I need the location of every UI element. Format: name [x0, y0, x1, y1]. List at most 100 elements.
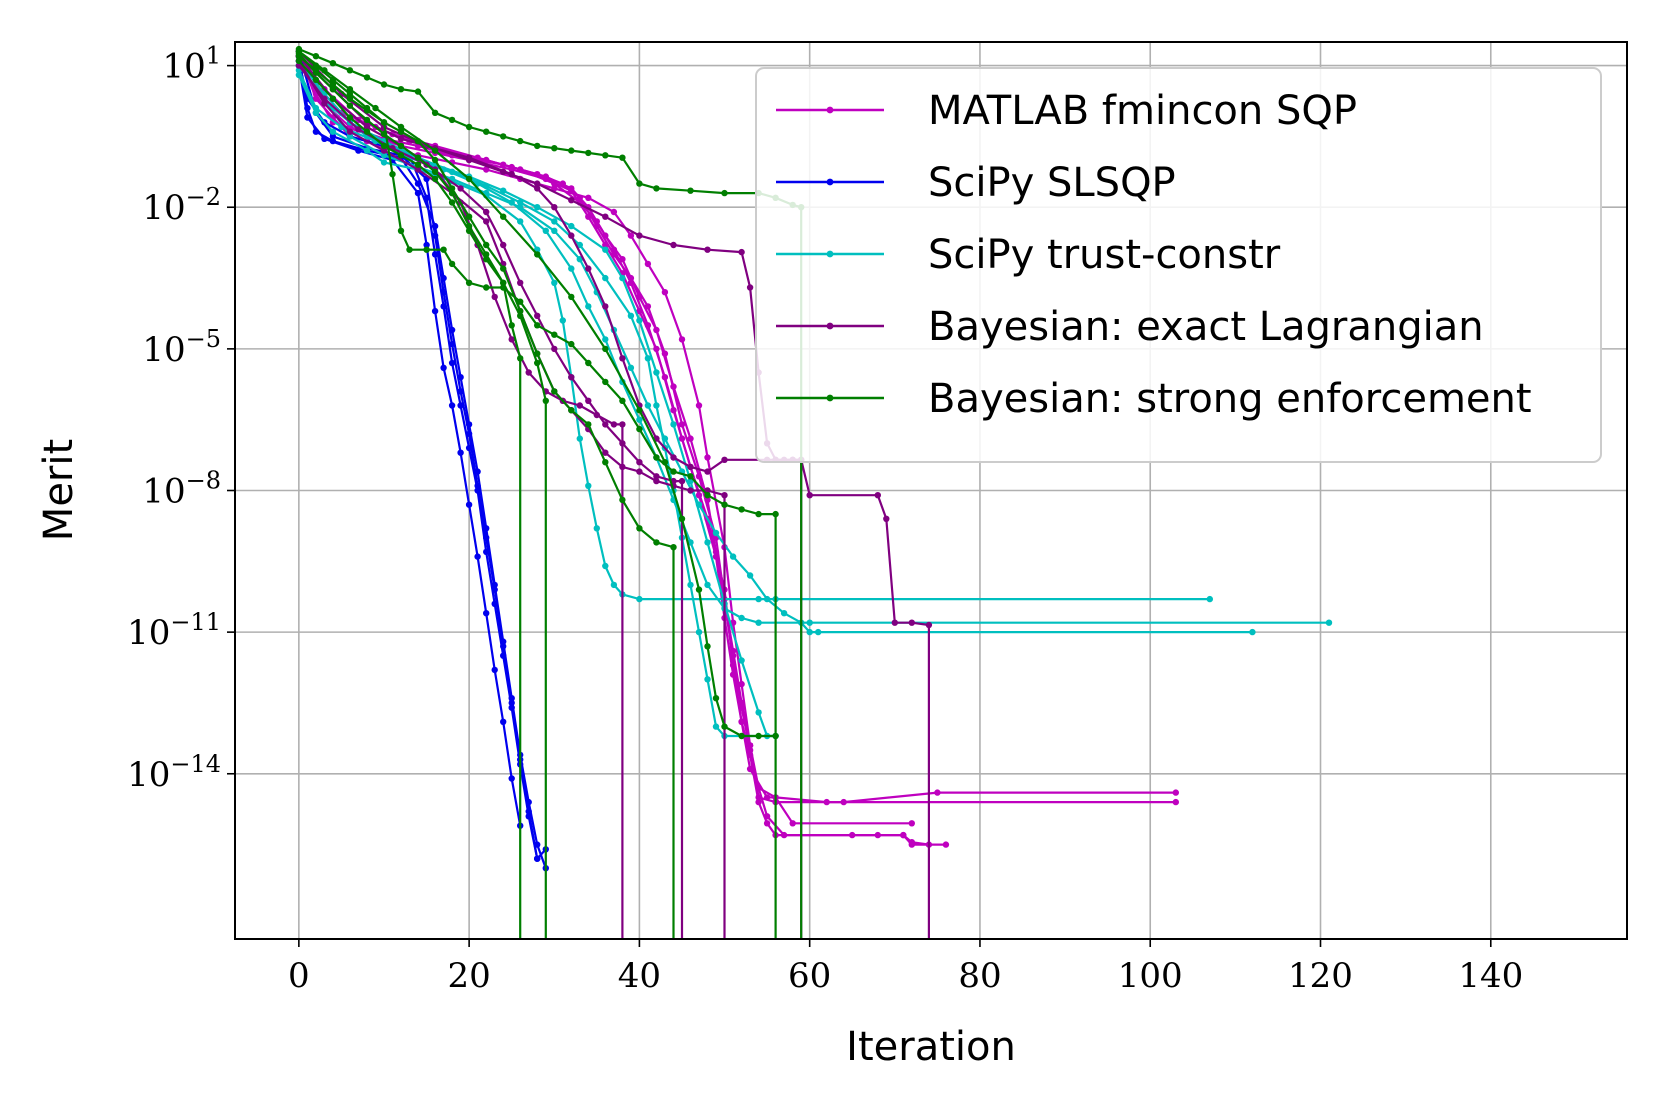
- data-point: [380, 147, 388, 154]
- data-point: [483, 241, 490, 249]
- data-point: [738, 614, 745, 622]
- data-point: [397, 142, 405, 150]
- data-point: [534, 204, 541, 211]
- data-point: [653, 326, 660, 334]
- data-point: [772, 510, 779, 518]
- data-point: [329, 128, 337, 135]
- data-point: [355, 147, 362, 154]
- data-point: [465, 279, 473, 286]
- data-point: [363, 116, 371, 124]
- data-point: [644, 260, 652, 268]
- data-point: [304, 114, 311, 121]
- data-point: [1249, 628, 1256, 636]
- data-point: [465, 175, 473, 183]
- legend-marker: [826, 322, 834, 330]
- data-point: [465, 222, 473, 230]
- data-point: [602, 345, 609, 353]
- data-point: [1172, 789, 1180, 796]
- data-point: [346, 128, 354, 135]
- data-point: [729, 671, 737, 678]
- data-point: [551, 218, 558, 225]
- data-point: [602, 213, 609, 220]
- data-point: [397, 123, 405, 131]
- data-point: [585, 397, 592, 404]
- data-point: [755, 709, 762, 716]
- data-point: [517, 137, 524, 145]
- data-point: [721, 456, 728, 463]
- ticks: [227, 64, 1492, 947]
- data-point: [687, 581, 694, 589]
- data-point: [551, 204, 558, 211]
- data-point: [763, 794, 771, 801]
- y-tick-label: 101: [162, 42, 221, 87]
- x-tick-label: 140: [1458, 956, 1523, 996]
- data-point: [431, 168, 439, 175]
- data-point: [380, 152, 388, 159]
- data-point: [670, 241, 677, 249]
- data-point: [517, 279, 524, 286]
- data-point: [610, 581, 618, 589]
- data-point: [695, 402, 703, 409]
- data-point: [661, 374, 669, 381]
- data-point: [346, 86, 354, 93]
- data-point: [823, 798, 830, 806]
- data-point: [329, 81, 337, 88]
- data-point: [517, 312, 524, 319]
- data-point: [397, 86, 405, 93]
- data-point: [636, 425, 643, 433]
- data-point: [363, 147, 371, 154]
- legend-marker: [826, 106, 834, 114]
- data-point: [465, 154, 473, 161]
- data-point: [602, 459, 609, 466]
- tick-labels: 0 20 40 60 80 100 120 140 101 10−2 10−5 10−8 10−11 10…: [127, 42, 1523, 996]
- data-point: [483, 128, 490, 135]
- data-point: [619, 397, 626, 404]
- data-point: [661, 289, 669, 296]
- data-point: [670, 544, 677, 551]
- data-point: [423, 246, 430, 253]
- data-point: [576, 402, 583, 409]
- data-point: [780, 610, 788, 617]
- data-point: [721, 189, 728, 197]
- data-point: [551, 279, 558, 286]
- data-point: [610, 421, 618, 428]
- data-point: [534, 322, 541, 329]
- data-point: [653, 369, 660, 376]
- data-point: [534, 350, 541, 357]
- data-point: [636, 416, 643, 423]
- data-point: [517, 218, 524, 225]
- data-point: [687, 187, 694, 194]
- data-point: [704, 246, 711, 253]
- data-point: [551, 331, 558, 338]
- data-point: [534, 142, 541, 150]
- data-point: [687, 435, 694, 442]
- data-point: [346, 102, 354, 109]
- y-tick-label: 10−2: [142, 183, 221, 228]
- legend-label: Bayesian: strong enforcement: [928, 376, 1532, 422]
- data-point: [670, 383, 677, 390]
- legend-marker: [826, 394, 834, 402]
- data-point: [500, 187, 507, 194]
- legend-box: [755, 67, 1602, 463]
- data-point: [602, 152, 609, 159]
- data-point: [389, 171, 396, 178]
- data-point: [763, 595, 771, 603]
- data-point: [746, 747, 754, 754]
- data-point: [661, 459, 669, 466]
- data-point: [483, 208, 490, 216]
- data-point: [431, 147, 439, 154]
- data-point: [729, 553, 737, 560]
- data-point: [568, 340, 575, 348]
- data-point: [585, 265, 592, 272]
- data-point: [534, 180, 541, 187]
- data-point: [423, 241, 430, 249]
- data-point: [312, 76, 320, 84]
- data-point: [329, 133, 337, 140]
- data-point: [448, 340, 456, 348]
- data-point: [653, 185, 660, 192]
- data-point: [695, 628, 703, 636]
- data-point: [772, 732, 779, 740]
- data-point: [602, 303, 609, 310]
- data-point: [312, 69, 320, 76]
